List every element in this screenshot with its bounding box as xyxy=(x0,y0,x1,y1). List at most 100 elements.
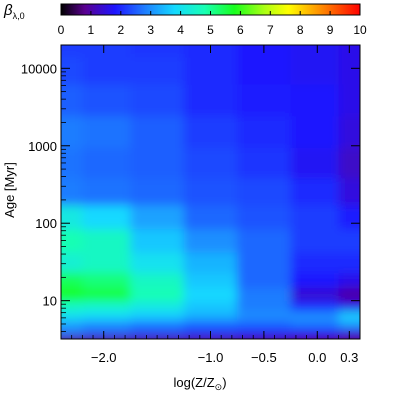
heatmap-cell xyxy=(290,335,340,339)
heatmap-cell xyxy=(82,272,132,289)
heatmap-cell xyxy=(237,300,292,312)
heatmap-cell xyxy=(61,252,83,273)
heatmap-cell xyxy=(338,147,360,179)
heatmap-cell xyxy=(290,147,340,179)
heatmap-cell xyxy=(130,56,185,85)
colorbar-label-subscript: λ,0 xyxy=(13,11,25,21)
heatmap-cell xyxy=(237,45,292,58)
heatmap-cell xyxy=(130,319,185,329)
heatmap-cell xyxy=(183,252,238,273)
heatmap-cell xyxy=(82,56,132,85)
heatmap-cell xyxy=(82,287,132,301)
colorbar-tick-label: 4 xyxy=(177,23,184,37)
heatmap-cell xyxy=(237,287,292,301)
heatmap-cell xyxy=(130,83,185,117)
colorbar-ticks: 0 1 2 3 4 5 6 7 8 9 10 xyxy=(58,11,367,37)
x-tick-label: −0.5 xyxy=(251,350,277,365)
heatmap-cell xyxy=(130,115,185,149)
heatmap-cell xyxy=(237,56,292,85)
heatmap-cell xyxy=(82,319,132,329)
y-tick-label: 100 xyxy=(35,216,57,231)
heatmap-cell xyxy=(61,177,83,206)
colorbar-tick-label: 9 xyxy=(327,23,334,37)
x-axis: −2.0 −1.0 −0.5 0.0 0.3 xyxy=(60,45,361,365)
plot-area: −2.0 −1.0 −0.5 0.0 0.3 10 100 1000 10000 xyxy=(21,44,361,365)
heatmap-cell xyxy=(338,319,360,329)
heatmap-cell xyxy=(61,300,83,312)
heatmap-cells xyxy=(61,45,360,339)
heatmap-cell xyxy=(61,287,83,301)
heatmap-cell xyxy=(130,287,185,301)
heatmap-cell xyxy=(237,310,292,321)
heatmap-cell xyxy=(61,272,83,289)
colorbar-tick-label: 6 xyxy=(237,23,244,37)
heatmap-cell xyxy=(82,228,132,253)
heatmap-cell xyxy=(130,177,185,206)
heatmap-cell xyxy=(338,300,360,312)
x-axis-title: log(Z/Z⊙) xyxy=(173,375,226,392)
y-axis: 10 100 1000 10000 xyxy=(21,44,360,332)
heatmap-cell xyxy=(290,310,340,321)
heatmap-cell xyxy=(130,45,185,58)
heatmap-cell xyxy=(290,252,340,273)
heatmap-cell xyxy=(130,204,185,230)
heatmap-cell xyxy=(61,319,83,329)
heatmap-cell xyxy=(290,272,340,289)
colorbar-tick-label: 7 xyxy=(267,23,274,37)
heatmap-cell xyxy=(290,287,340,301)
heatmap-cell xyxy=(82,204,132,230)
heatmap-cell xyxy=(237,204,292,230)
heatmap-cell xyxy=(183,228,238,253)
heatmap-cell xyxy=(183,204,238,230)
heatmap-cell xyxy=(338,115,360,149)
x-tick-label: 0.3 xyxy=(340,350,358,365)
colorbar-tick-label: 1 xyxy=(88,23,95,37)
heatmap-cell xyxy=(338,272,360,289)
heatmap-cell xyxy=(61,228,83,253)
heatmap-cell xyxy=(82,83,132,117)
heatmap-cell xyxy=(183,300,238,312)
colorbar-tick-label: 10 xyxy=(353,23,367,37)
heatmap-cell xyxy=(338,83,360,117)
heatmap-cell xyxy=(290,228,340,253)
heatmap-cell xyxy=(183,177,238,206)
heatmap-cell xyxy=(338,228,360,253)
heatmap-cell xyxy=(237,228,292,253)
heatmap-cell xyxy=(130,272,185,289)
y-tick-label: 10000 xyxy=(21,61,57,76)
heatmap-cell xyxy=(183,83,238,117)
heatmap-cell xyxy=(130,327,185,336)
y-axis-title: Age [Myr] xyxy=(2,162,17,218)
heatmap-cell xyxy=(237,147,292,179)
heatmap-cell xyxy=(338,252,360,273)
colorbar-label: βλ,0 xyxy=(3,2,25,21)
heatmap-cell xyxy=(338,310,360,321)
heatmap-cell xyxy=(82,45,132,58)
heatmap-cell xyxy=(237,319,292,329)
heatmap-cell xyxy=(237,83,292,117)
heatmap-cell xyxy=(82,147,132,179)
heatmap-cell xyxy=(183,115,238,149)
heatmap-cell xyxy=(130,310,185,321)
heatmap-cell xyxy=(183,56,238,85)
heatmap-cell xyxy=(290,45,340,58)
heatmap-cell xyxy=(183,310,238,321)
heatmap-cell xyxy=(82,252,132,273)
heatmap-cell xyxy=(130,147,185,179)
heatmap-cell xyxy=(290,115,340,149)
heatmap-cell xyxy=(237,177,292,206)
heatmap-cell xyxy=(290,204,340,230)
heatmap-cell xyxy=(82,115,132,149)
heatmap-cell xyxy=(82,300,132,312)
x-tick-label: 0.0 xyxy=(308,350,326,365)
heatmap-cell xyxy=(338,327,360,336)
y-tick-label: 1000 xyxy=(28,139,57,154)
x-tick-label: −1.0 xyxy=(198,350,224,365)
heatmap-cell xyxy=(183,272,238,289)
heatmap-cell xyxy=(61,115,83,149)
heatmap-cell xyxy=(237,272,292,289)
colorbar-tick-label: 5 xyxy=(207,23,214,37)
heatmap-cell xyxy=(338,177,360,206)
heatmap-cell xyxy=(82,177,132,206)
